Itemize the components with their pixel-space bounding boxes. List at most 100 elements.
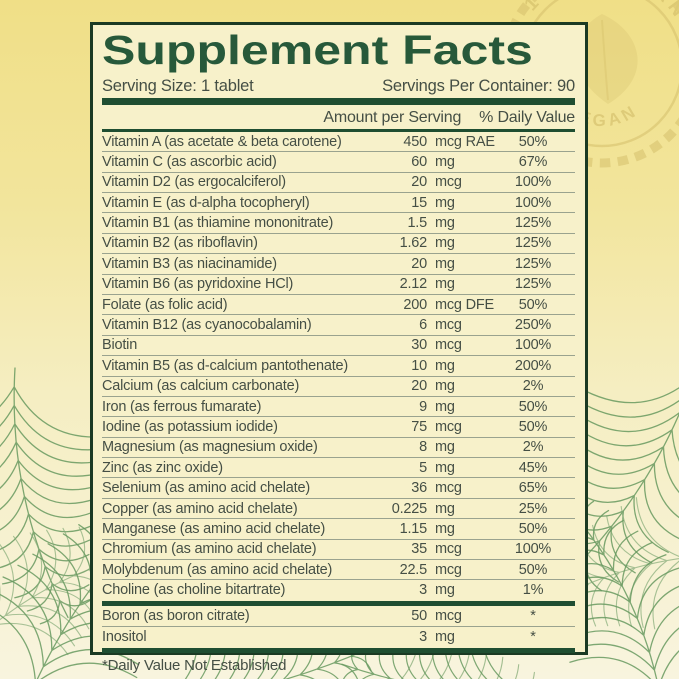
nutrient-name: Manganese (as amino acid chelate) [102, 520, 326, 537]
table-row: Vitamin C (as ascorbic acid) 60 mg 67% [102, 152, 575, 173]
nutrient-amount: 60 [411, 153, 427, 170]
nutrient-daily-value: 25% [518, 500, 548, 517]
nutrient-amount: 450 [403, 133, 427, 150]
table-row: Vitamin B6 (as pyridoxine HCl) 2.12 mg 1… [102, 275, 575, 295]
nutrient-unit: mcg [435, 337, 462, 354]
nutrient-unit: mcg [435, 561, 462, 578]
table-row: Vitamin B12 (as cyanocobalamin) 6 mcg 25… [102, 315, 575, 336]
nutrient-amount: 1.62 [399, 235, 428, 252]
table-row: Choline (as choline bitartrate) 3 mg 1% [102, 580, 575, 599]
supplement-facts-panel: Supplement Facts Serving Size: 1 tablet … [90, 22, 588, 674]
nutrient-amount: 1.15 [399, 520, 428, 537]
nutrient-amount: 75 [411, 418, 427, 435]
nutrient-name: Vitamin B5 (as d-calcium pantothenate) [102, 357, 349, 374]
nutrient-amount: 22.5 [399, 561, 428, 578]
nutrient-unit: mcg [435, 541, 462, 558]
nutrient-amount: 15 [411, 194, 427, 211]
table-row: Magnesium (as magnesium oxide) 8 mg 2% [102, 438, 575, 459]
serving-size-text: Serving Size: 1 tablet [102, 76, 254, 95]
nutrient-daily-value: 125% [514, 255, 552, 272]
nutrient-amount: 20 [411, 255, 427, 272]
nutrient-name: Inositol [102, 628, 147, 645]
nutrient-table: Vitamin A (as acetate & beta carotene) 4… [102, 132, 575, 600]
nutrient-name: Folate (as folic acid) [102, 296, 228, 313]
nutrient-name: Vitamin B3 (as niacinamide) [102, 255, 277, 272]
table-row: Selenium (as amino acid chelate) 36 mcg … [102, 478, 575, 499]
nutrient-unit: mg [435, 398, 455, 415]
table-row: Chromium (as amino acid chelate) 35 mcg … [102, 540, 575, 561]
table-row: Inositol 3 mg * [102, 627, 575, 646]
table-row: Manganese (as amino acid chelate) 1.15 m… [102, 519, 575, 540]
nutrient-unit: mcg [435, 174, 462, 191]
nutrient-daily-value: 67% [518, 153, 548, 170]
nutrient-name: Choline (as choline bitartrate) [102, 582, 286, 599]
nutrient-unit: mg [435, 357, 455, 374]
nutrient-amount: 3 [419, 582, 427, 599]
nutrient-daily-value: 125% [514, 235, 552, 252]
daily-value-footnote: *Daily Value Not Established [102, 656, 287, 674]
nutrient-name: Vitamin B12 (as cyanocobalamin) [102, 317, 312, 334]
nutrient-name: Vitamin B2 (as riboflavin) [102, 235, 258, 252]
nutrient-amount: 50 [411, 608, 427, 625]
daily-value-header: % Daily Value [479, 108, 575, 126]
nutrient-daily-value: 2% [522, 378, 544, 395]
nutrient-name: Zinc (as zinc oxide) [102, 459, 223, 476]
nutrient-name: Selenium (as amino acid chelate) [102, 480, 310, 497]
nutrient-amount: 5 [419, 459, 427, 476]
nutrient-unit: mg [435, 520, 455, 537]
divider-header [102, 128, 575, 132]
nutrient-name: Magnesium (as magnesium oxide) [102, 439, 318, 456]
nutrient-name: Copper (as amino acid chelate) [102, 500, 298, 517]
nutrient-daily-value: 50% [518, 418, 548, 435]
nutrient-daily-value: 100% [514, 174, 552, 191]
nutrient-daily-value: 50% [518, 398, 548, 415]
nutrient-daily-value: * [530, 608, 536, 625]
serving-info-row: Serving Size: 1 tablet Servings Per Cont… [102, 72, 575, 96]
nutrient-daily-value: 250% [514, 317, 552, 334]
nutrient-unit: mcg RAE [435, 133, 495, 150]
column-headers: Amount per Serving % Daily Value [102, 105, 575, 129]
nutrient-name: Iron (as ferrous fumarate) [102, 398, 262, 415]
nutrient-unit: mcg [435, 418, 462, 435]
nutrient-name: Vitamin D2 (as ergocalciferol) [102, 174, 286, 191]
nutrient-daily-value: 45% [518, 459, 548, 476]
nutrient-amount: 3 [419, 628, 427, 645]
table-row: Folate (as folic acid) 200 mcg DFE 50% [102, 295, 575, 316]
divider-section-1 [102, 600, 575, 606]
nutrient-unit: mg [435, 255, 455, 272]
nutrient-amount: 20 [411, 378, 427, 395]
nutrient-amount: 6 [419, 317, 427, 334]
nutrient-daily-value: * [530, 628, 536, 645]
nutrient-unit: mg [435, 628, 455, 645]
table-row: Vitamin A (as acetate & beta carotene) 4… [102, 132, 575, 153]
table-row: Vitamin D2 (as ergocalciferol) 20 mcg 10… [102, 173, 575, 193]
nutrient-daily-value: 200% [514, 357, 552, 374]
nutrient-amount: 36 [411, 480, 427, 497]
table-row: Biotin 30 mcg 100% [102, 336, 575, 357]
nutrient-daily-value: 100% [514, 194, 552, 211]
table-row: Calcium (as calcium carbonate) 20 mg 2% [102, 377, 575, 397]
nutrient-unit: mg [435, 582, 455, 599]
nutrient-amount: 9 [419, 398, 427, 415]
divider-thick-top [102, 97, 575, 105]
servings-per-container-text: Servings Per Container: 90 [382, 76, 575, 95]
nutrient-unit: mg [435, 194, 455, 211]
nutrient-name: Vitamin B6 (as pyridoxine HCl) [102, 276, 294, 293]
nutrient-name: Calcium (as calcium carbonate) [102, 378, 300, 395]
nutrient-amount: 200 [403, 296, 427, 313]
nutrient-amount: 1.5 [407, 215, 427, 232]
table-row: Iodine (as potassium iodide) 75 mcg 50% [102, 417, 575, 438]
table-row: Vitamin B5 (as d-calcium pantothenate) 1… [102, 356, 575, 377]
table-row: Copper (as amino acid chelate) 0.225 mg … [102, 499, 575, 520]
nutrient-amount: 35 [411, 541, 427, 558]
nutrient-unit: mg [435, 500, 455, 517]
nutrient-unit: mg [435, 378, 455, 395]
table-row: Iron (as ferrous fumarate) 9 mg 50% [102, 397, 575, 418]
nutrient-daily-value: 1% [522, 582, 544, 599]
nutrient-amount: 2.12 [399, 276, 428, 293]
nutrient-daily-value: 50% [518, 296, 548, 313]
nutrient-daily-value: 50% [518, 561, 548, 578]
nutrient-name: Vitamin C (as ascorbic acid) [102, 153, 277, 170]
nutrient-unit: mg [435, 459, 455, 476]
nutrient-daily-value: 50% [518, 520, 548, 537]
